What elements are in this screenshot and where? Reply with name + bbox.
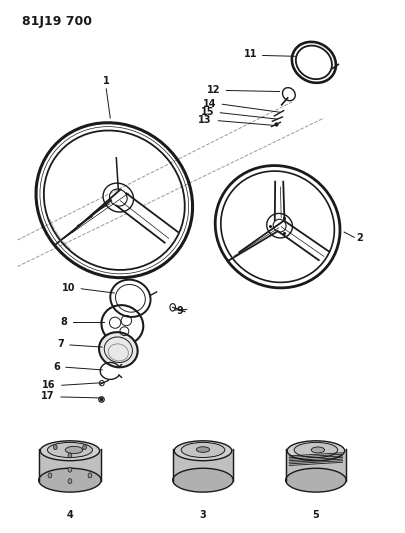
Polygon shape	[55, 190, 120, 244]
Text: 15: 15	[200, 107, 214, 117]
Text: 17: 17	[41, 391, 55, 401]
Polygon shape	[277, 220, 328, 260]
Circle shape	[68, 453, 72, 458]
Text: 16: 16	[42, 379, 55, 390]
Ellipse shape	[196, 447, 209, 453]
Polygon shape	[173, 449, 232, 481]
Ellipse shape	[286, 441, 344, 461]
Circle shape	[68, 467, 72, 472]
Circle shape	[48, 473, 52, 478]
Polygon shape	[116, 193, 177, 243]
Text: 10: 10	[62, 282, 75, 293]
Text: 7: 7	[57, 340, 64, 350]
Text: 13: 13	[198, 115, 211, 125]
Text: 12: 12	[206, 85, 220, 95]
Text: 6: 6	[53, 362, 60, 372]
Ellipse shape	[293, 442, 337, 457]
Text: 8: 8	[60, 317, 67, 327]
Text: 4: 4	[66, 511, 73, 520]
Text: 5: 5	[312, 511, 318, 520]
Ellipse shape	[38, 469, 101, 492]
Ellipse shape	[181, 442, 224, 457]
Circle shape	[68, 479, 72, 483]
Text: 1: 1	[102, 76, 109, 86]
Text: 9: 9	[176, 305, 183, 316]
Polygon shape	[285, 449, 345, 481]
Polygon shape	[229, 221, 282, 260]
Text: 11: 11	[243, 50, 257, 59]
Circle shape	[53, 445, 57, 450]
Ellipse shape	[47, 442, 92, 457]
Polygon shape	[38, 449, 101, 481]
Text: 14: 14	[202, 99, 216, 109]
Ellipse shape	[311, 447, 324, 453]
Ellipse shape	[174, 441, 231, 461]
Text: 81J19 700: 81J19 700	[21, 14, 91, 28]
Ellipse shape	[99, 332, 137, 367]
Text: 3: 3	[199, 511, 206, 520]
Ellipse shape	[40, 441, 99, 461]
Polygon shape	[274, 182, 284, 220]
Circle shape	[83, 445, 86, 450]
Circle shape	[88, 473, 92, 478]
Ellipse shape	[65, 446, 83, 454]
Ellipse shape	[285, 469, 345, 492]
Ellipse shape	[173, 469, 232, 492]
Text: 2: 2	[355, 233, 362, 244]
